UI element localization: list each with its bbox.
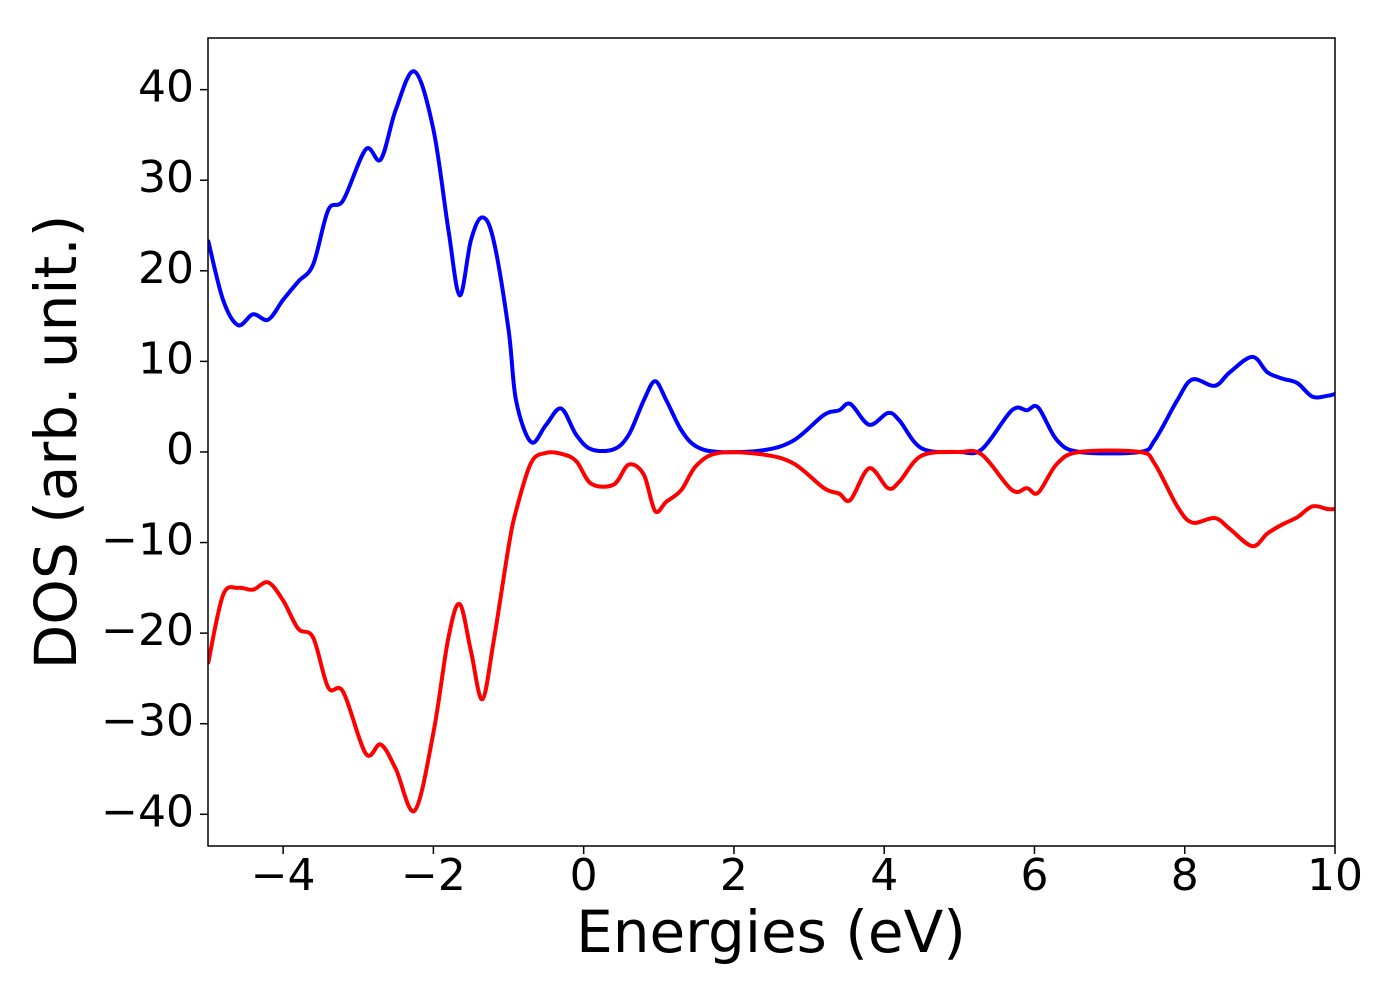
- y-tick-label: 0: [166, 424, 194, 475]
- y-tick-label: −10: [101, 515, 194, 566]
- y-tick-label: 20: [138, 243, 194, 294]
- y-tick-label: 10: [138, 333, 194, 384]
- x-tick-label: 0: [570, 850, 598, 901]
- x-tick-label: 8: [1171, 850, 1199, 901]
- y-tick-label: −30: [101, 696, 194, 747]
- y-tick-label: 40: [138, 62, 194, 113]
- y-tick-label: −40: [101, 786, 194, 837]
- x-tick-label: −4: [251, 850, 316, 901]
- x-tick-label: 2: [720, 850, 748, 901]
- y-tick-label: 30: [138, 152, 194, 203]
- x-tick-label: 10: [1307, 850, 1363, 901]
- x-tick-label: 6: [1020, 850, 1048, 901]
- x-axis-label: Energies (eV): [576, 898, 966, 966]
- series-line: [208, 448, 1335, 814]
- y-tick-label: −20: [101, 605, 194, 656]
- plot-frame: [207, 37, 1336, 847]
- x-tick-label: −2: [401, 850, 466, 901]
- y-axis-label: DOS (arb. unit.): [22, 215, 90, 670]
- series-line: [208, 69, 1335, 456]
- x-tick-label: 4: [870, 850, 898, 901]
